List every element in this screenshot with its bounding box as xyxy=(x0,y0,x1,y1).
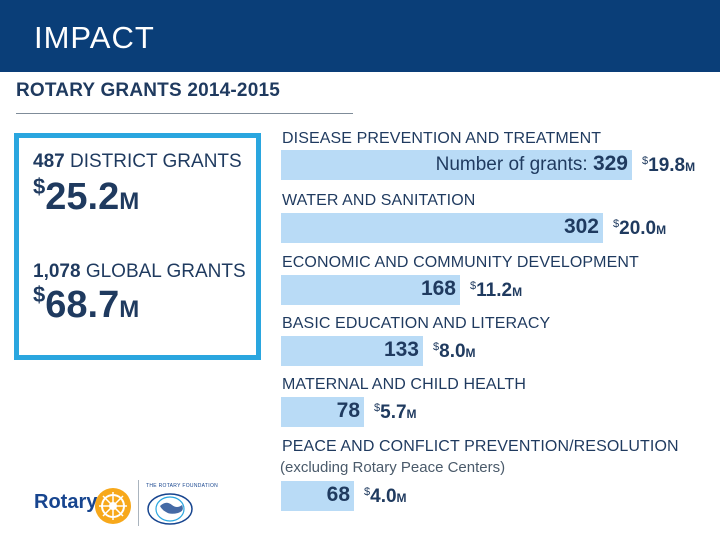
category-amount: $11.2M xyxy=(470,280,522,302)
grants-count: 329 xyxy=(592,152,628,175)
category-label: DISEASE PREVENTION AND TREATMENT xyxy=(282,130,602,147)
category-grants: 68 xyxy=(327,483,350,507)
category-label: PEACE AND CONFLICT PREVENTION/RESOLUTION xyxy=(282,438,679,455)
rotary-wordmark: Rotary xyxy=(34,491,98,513)
grants-prefix: Number of grants: xyxy=(435,154,593,175)
amount-unit: M xyxy=(512,285,523,299)
dollar-sign: $ xyxy=(642,155,649,167)
category-bar: 168 xyxy=(281,275,460,305)
foundation-label: THE ROTARY FOUNDATION xyxy=(146,483,219,489)
centennial-globe-icon xyxy=(147,493,193,525)
dollar-sign: $ xyxy=(613,218,620,230)
global-grants-line: 1,078 GLOBAL GRANTS xyxy=(33,261,246,283)
dollar-sign: $ xyxy=(364,486,371,498)
category-bar: 78 xyxy=(281,397,364,427)
category-amount: $20.0M xyxy=(613,218,666,240)
amount-value: 5.7 xyxy=(380,402,407,423)
district-amount-value: 25.2 xyxy=(45,176,120,218)
category-amount: $8.0M xyxy=(433,341,476,363)
category-amount: $4.0M xyxy=(364,486,407,508)
district-amount-unit: M xyxy=(119,188,140,215)
district-grants-count: 487 xyxy=(33,151,65,172)
summary-box: 487 DISTRICT GRANTS $25.2M 1,078 GLOBAL … xyxy=(14,133,261,360)
category-grants: 78 xyxy=(337,399,360,423)
header-title: IMPACT xyxy=(34,20,155,55)
title-divider xyxy=(16,113,353,114)
amount-unit: M xyxy=(656,223,667,237)
amount-value: 19.8 xyxy=(648,155,686,176)
dollar-sign: $ xyxy=(470,280,477,292)
amount-value: 20.0 xyxy=(619,218,657,239)
global-amount-unit: M xyxy=(119,296,140,323)
amount-value: 4.0 xyxy=(370,486,397,507)
section-title: ROTARY GRANTS 2014-2015 xyxy=(16,80,281,101)
category-bar: 302 xyxy=(281,213,603,243)
category-bar: Number of grants: 329 xyxy=(281,150,632,180)
category-label: MATERNAL AND CHILD HEALTH xyxy=(282,376,527,393)
category-grants: 302 xyxy=(564,215,599,239)
grants-count: 168 xyxy=(420,277,456,300)
grants-count: 78 xyxy=(336,399,360,422)
amount-unit: M xyxy=(396,491,407,505)
category-grants: 168 xyxy=(421,277,456,301)
category-amount: $19.8M xyxy=(642,155,695,177)
district-grants-line: 487 DISTRICT GRANTS xyxy=(33,151,242,173)
amount-unit: M xyxy=(406,407,417,421)
global-amount-value: 68.7 xyxy=(45,284,120,326)
dollar-sign: $ xyxy=(33,282,46,307)
category-label: BASIC EDUCATION AND LITERACY xyxy=(282,315,551,332)
category-bar: 133 xyxy=(281,336,423,366)
category-bar: 68 xyxy=(281,481,354,511)
category-amount: $5.7M xyxy=(374,402,417,424)
district-grants-amount: $25.2M xyxy=(33,174,140,219)
grants-count: 68 xyxy=(326,483,350,506)
dollar-sign: $ xyxy=(433,341,440,353)
global-grants-amount: $68.7M xyxy=(33,282,140,327)
global-grants-count: 1,078 xyxy=(33,261,81,282)
grants-count: 302 xyxy=(563,215,599,238)
category-grants: 133 xyxy=(384,338,419,362)
logo-divider xyxy=(138,480,139,526)
category-label: WATER AND SANITATION xyxy=(282,192,476,209)
category-label: ECONOMIC AND COMMUNITY DEVELOPMENT xyxy=(282,254,639,271)
district-grants-label: DISTRICT GRANTS xyxy=(69,151,242,172)
rotary-wheel-icon xyxy=(95,488,131,524)
amount-unit: M xyxy=(465,346,476,360)
grants-count: 133 xyxy=(383,338,419,361)
category-sublabel: (excluding Rotary Peace Centers) xyxy=(280,459,506,476)
header-banner: IMPACT xyxy=(0,0,720,72)
dollar-sign: $ xyxy=(33,174,46,199)
dollar-sign: $ xyxy=(374,402,381,414)
amount-value: 11.2 xyxy=(476,280,513,301)
amount-value: 8.0 xyxy=(439,341,466,362)
category-grants: Number of grants: 329 xyxy=(436,152,628,176)
global-grants-label: GLOBAL GRANTS xyxy=(85,261,246,282)
amount-unit: M xyxy=(685,160,696,174)
